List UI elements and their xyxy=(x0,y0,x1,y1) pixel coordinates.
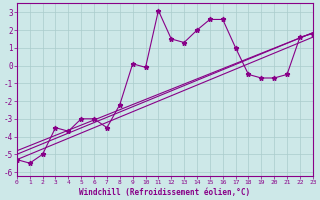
X-axis label: Windchill (Refroidissement éolien,°C): Windchill (Refroidissement éolien,°C) xyxy=(79,188,250,197)
